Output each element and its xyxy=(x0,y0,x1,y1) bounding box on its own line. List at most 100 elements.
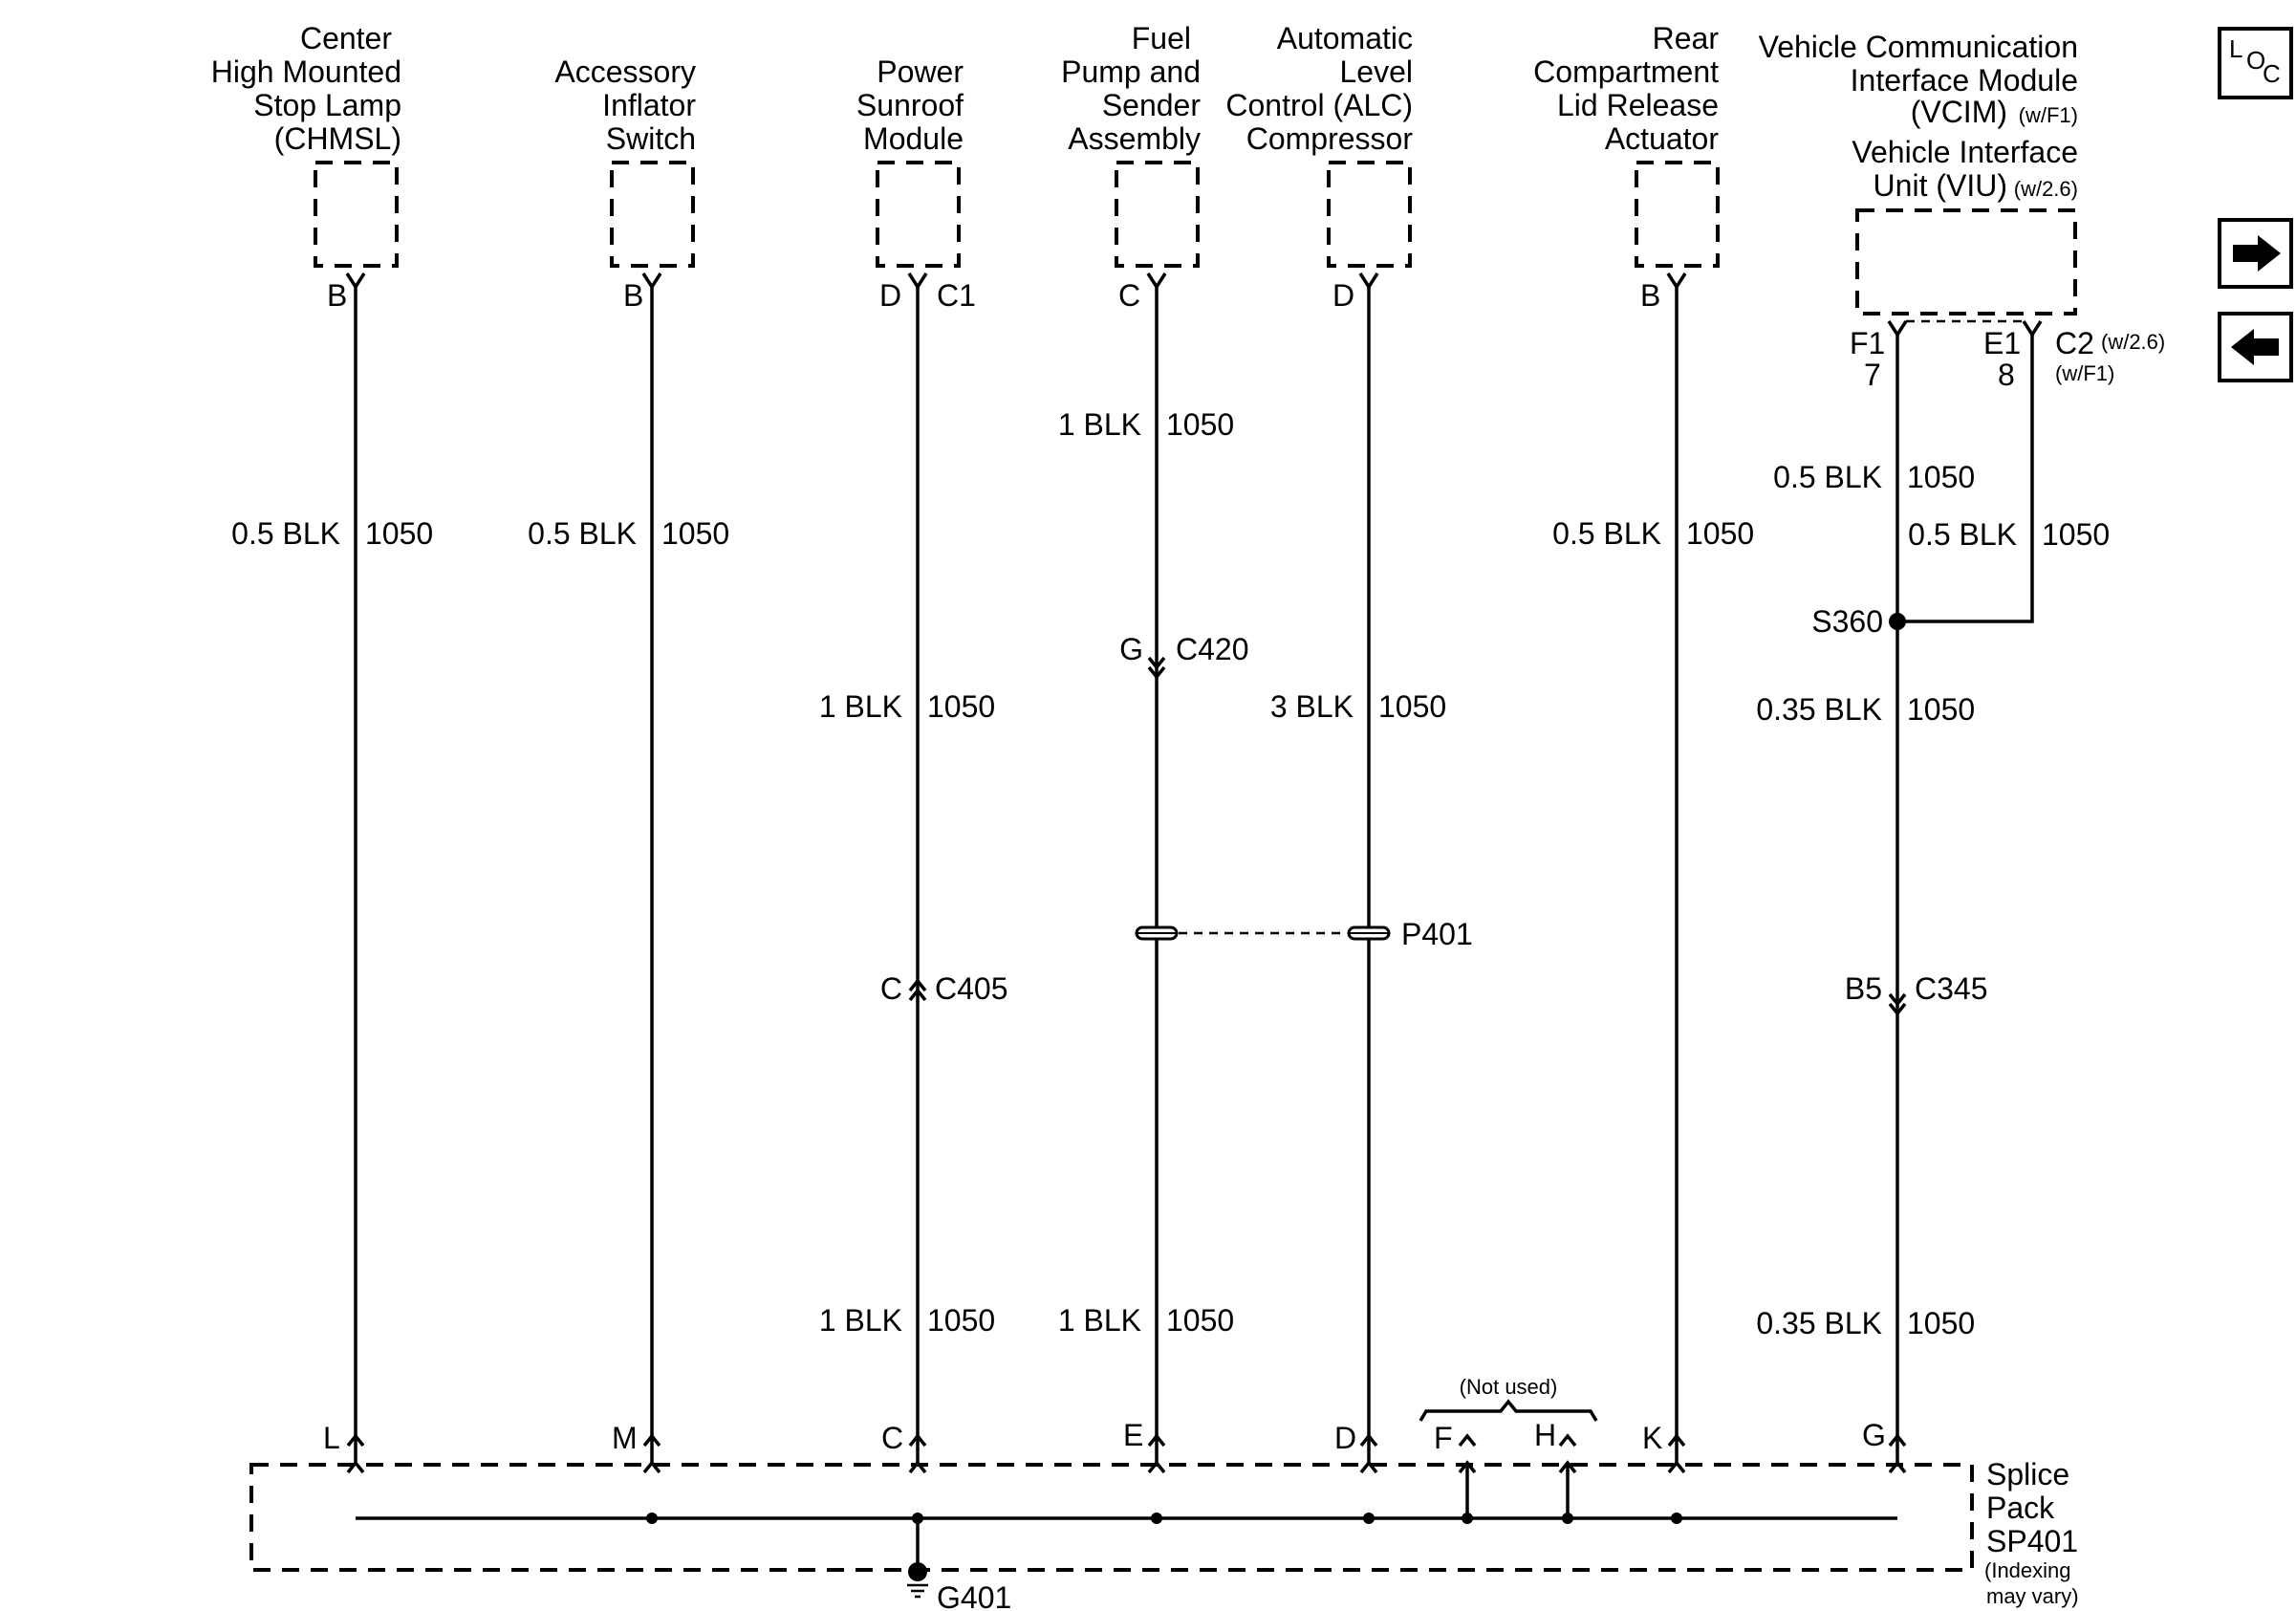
alc-title: Automatic Level Control (ALC) Compressor xyxy=(1225,21,1413,156)
chmsl-title: Center High Mounted Stop Lamp (CHMSL) xyxy=(211,21,401,156)
svg-text:Stop Lamp: Stop Lamp xyxy=(253,88,401,122)
splice-pack-box xyxy=(249,1463,1974,1572)
svg-text:Vehicle Communication: Vehicle Communication xyxy=(1759,30,2078,64)
svg-text:C: C xyxy=(1118,278,1140,313)
svg-text:O: O xyxy=(2246,46,2265,75)
splice-pin-labels: L M C E D F H K G xyxy=(323,1418,1886,1455)
svg-text:M: M xyxy=(612,1421,638,1455)
svg-text:Fuel: Fuel xyxy=(1132,21,1191,55)
svg-text:3 BLK: 3 BLK xyxy=(1270,689,1354,724)
svg-text:(w/2.6): (w/2.6) xyxy=(2014,177,2078,201)
fuel-pump-box xyxy=(1115,161,1200,268)
svg-text:Lid Release: Lid Release xyxy=(1557,88,1719,122)
svg-text:(w/2.6): (w/2.6) xyxy=(2101,330,2165,354)
not-used-note: (Not used) xyxy=(1419,1375,1598,1422)
svg-text:F: F xyxy=(1434,1421,1453,1455)
svg-text:0.35 BLK: 0.35 BLK xyxy=(1756,1306,1882,1340)
svg-text:C420: C420 xyxy=(1176,632,1249,666)
svg-text:1050: 1050 xyxy=(2042,517,2110,552)
svg-text:Inflator: Inflator xyxy=(602,88,696,122)
svg-text:(w/F1): (w/F1) xyxy=(2055,361,2114,385)
svg-text:C405: C405 xyxy=(935,971,1008,1006)
svg-text:7: 7 xyxy=(1864,358,1881,392)
svg-text:G401: G401 xyxy=(937,1580,1011,1611)
svg-text:B: B xyxy=(1640,278,1660,313)
svg-text:1050: 1050 xyxy=(1907,1306,1975,1340)
svg-text:Splice: Splice xyxy=(1986,1457,2069,1491)
arrow-right-icon xyxy=(2233,235,2281,272)
svg-text:1 BLK: 1 BLK xyxy=(1058,407,1141,442)
svg-text:D: D xyxy=(879,278,901,313)
chmsl-box xyxy=(314,161,399,268)
svg-text:0.5 BLK: 0.5 BLK xyxy=(528,516,637,551)
svg-text:1050: 1050 xyxy=(1378,689,1446,724)
svg-text:(Not used): (Not used) xyxy=(1460,1375,1558,1399)
passthrough-p401: P401 xyxy=(1135,917,1473,951)
splice-s360: S360 xyxy=(1811,604,1906,639)
svg-text:Accessory: Accessory xyxy=(554,54,696,89)
svg-text:(VCIM): (VCIM) xyxy=(1911,95,2007,129)
wire-labels: 0.5 BLK 0.5 BLK 1 BLK 1 BLK 1 BLK 1 BLK … xyxy=(231,407,2017,1340)
svg-text:E1: E1 xyxy=(1983,326,2021,360)
splice-pin-arrows xyxy=(346,1433,1907,1474)
svg-text:Unit (VIU): Unit (VIU) xyxy=(1874,168,2007,203)
svg-text:D: D xyxy=(1332,278,1354,313)
sunroof-box xyxy=(876,161,961,268)
svg-text:0.35 BLK: 0.35 BLK xyxy=(1756,692,1882,727)
vcim-title: Vehicle Communication Interface Module (… xyxy=(1759,30,2078,203)
svg-text:Control (ALC): Control (ALC) xyxy=(1225,88,1413,122)
svg-text:Pack: Pack xyxy=(1986,1491,2055,1525)
svg-text:K: K xyxy=(1642,1421,1662,1455)
svg-text:0.5 BLK: 0.5 BLK xyxy=(1552,516,1661,551)
svg-text:Sunroof: Sunroof xyxy=(856,88,964,122)
svg-text:C345: C345 xyxy=(1915,971,1988,1006)
svg-text:(w/F1): (w/F1) xyxy=(2019,103,2078,127)
wire-vcim-right xyxy=(1897,335,2034,623)
svg-text:Power: Power xyxy=(877,54,964,89)
svg-text:0.5 BLK: 0.5 BLK xyxy=(1908,517,2017,552)
svg-text:1050: 1050 xyxy=(1166,407,1234,442)
rear-lid-title: Rear Compartment Lid Release Actuator xyxy=(1533,21,1719,156)
svg-text:Interface Module: Interface Module xyxy=(1851,63,2078,98)
svg-text:Sender: Sender xyxy=(1102,88,1202,122)
svg-text:8: 8 xyxy=(1998,358,2015,392)
svg-text:Center: Center xyxy=(300,21,392,55)
next-page-button[interactable] xyxy=(2218,218,2293,289)
svg-text:Switch: Switch xyxy=(606,121,696,156)
svg-text:G: G xyxy=(1119,632,1143,666)
svg-text:1 BLK: 1 BLK xyxy=(819,1303,902,1338)
prev-page-button[interactable] xyxy=(2218,312,2293,382)
loc-button[interactable]: L O C xyxy=(2218,27,2293,99)
svg-text:Compressor: Compressor xyxy=(1246,121,1414,156)
svg-text:Actuator: Actuator xyxy=(1605,121,1720,156)
splice-junctions xyxy=(646,1513,1682,1524)
inflator-title: Accessory Inflator Switch xyxy=(554,54,696,156)
svg-text:1050: 1050 xyxy=(1907,692,1975,727)
svg-text:0.5 BLK: 0.5 BLK xyxy=(231,516,340,551)
svg-text:E: E xyxy=(1123,1418,1143,1452)
svg-text:1050: 1050 xyxy=(927,689,995,724)
vcim-box xyxy=(1855,208,2077,316)
svg-text:C2: C2 xyxy=(2055,326,2094,360)
inflator-box xyxy=(610,161,695,268)
svg-text:(Indexing: (Indexing xyxy=(1984,1558,2071,1582)
svg-text:(CHMSL): (CHMSL) xyxy=(274,121,401,156)
svg-text:P401: P401 xyxy=(1401,917,1473,951)
connector-c420: G C420 xyxy=(1119,632,1249,680)
svg-text:S360: S360 xyxy=(1811,604,1883,639)
svg-text:Rear: Rear xyxy=(1653,21,1720,55)
svg-text:1050: 1050 xyxy=(1907,460,1975,494)
rear-lid-box xyxy=(1635,161,1720,268)
svg-text:1 BLK: 1 BLK xyxy=(819,689,902,724)
svg-text:G: G xyxy=(1862,1418,1886,1452)
svg-text:1050: 1050 xyxy=(365,516,433,551)
svg-text:D: D xyxy=(1334,1421,1356,1455)
svg-text:Pump and: Pump and xyxy=(1061,54,1201,89)
svg-text:B5: B5 xyxy=(1845,971,1882,1006)
alc-box xyxy=(1327,161,1412,268)
svg-text:may vary): may vary) xyxy=(1986,1584,2079,1608)
loc-icon: L xyxy=(2229,34,2242,63)
svg-text:L: L xyxy=(323,1421,340,1455)
svg-text:Level: Level xyxy=(1340,54,1414,89)
svg-text:Compartment: Compartment xyxy=(1533,54,1719,89)
